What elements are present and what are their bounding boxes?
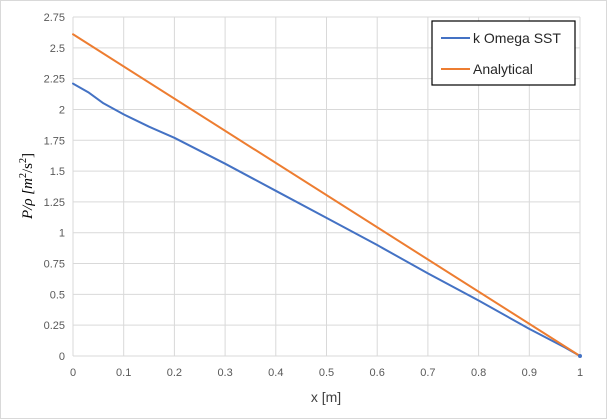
x-tick-label: 1 xyxy=(577,367,583,379)
x-tick-label: 0.8 xyxy=(471,367,486,379)
y-axis-title-end: ] xyxy=(20,153,36,158)
y-tick-label: 2.75 xyxy=(44,12,65,24)
y-tick-label: 0.5 xyxy=(50,289,65,301)
y-tick-label: 0.25 xyxy=(44,320,65,332)
x-tick-label: 0.7 xyxy=(420,367,435,379)
x-tick-label: 0 xyxy=(70,367,76,379)
y-axis-title-sup2: 2 xyxy=(18,158,29,163)
y-tick-label: 2 xyxy=(59,104,65,116)
y-axis-title-mid: /s xyxy=(20,163,36,173)
y-tick-label: 0.75 xyxy=(44,259,65,271)
y-tick-label: 1 xyxy=(59,228,65,240)
x-axis-title: x [m] xyxy=(311,389,341,405)
x-tick-label: 0.5 xyxy=(319,367,334,379)
x-tick-label: 0.2 xyxy=(167,367,182,379)
y-axis-title-main: P/ρ [m xyxy=(20,178,36,220)
y-axis-title-sup1: 2 xyxy=(18,173,29,178)
x-tick-label: 0.9 xyxy=(522,367,537,379)
series-line-k-omega-sst xyxy=(72,82,581,357)
legend-label-analytical: Analytical xyxy=(473,61,533,77)
x-tick-label: 0.4 xyxy=(268,367,283,379)
y-tick-label: 0 xyxy=(59,351,65,363)
end-point-marker xyxy=(578,354,582,358)
x-tick-label: 0.3 xyxy=(217,367,232,379)
x-tick-label: 0.6 xyxy=(370,367,385,379)
y-axis-title: P/ρ [m2/s2] xyxy=(18,153,36,220)
y-tick-label: 1.75 xyxy=(44,135,65,147)
y-tick-label: 2.25 xyxy=(44,74,65,86)
legend-label-k-omega-sst: k Omega SST xyxy=(473,30,561,46)
tick-layer: 0 0.25 0.5 0.75 1 1.25 1.5 1.75 2 2.25 2.5 2.75 0 0.1… xyxy=(44,12,583,379)
y-tick-label: 1.25 xyxy=(44,197,65,209)
legend: k Omega SST Analytical xyxy=(431,20,576,86)
legend-box xyxy=(431,20,576,86)
x-tick-label: 0.1 xyxy=(116,367,131,379)
y-tick-label: 1.5 xyxy=(50,166,65,178)
y-tick-label: 2.5 xyxy=(50,43,65,55)
series-layer xyxy=(72,33,582,358)
series-line-analytical xyxy=(72,33,581,357)
